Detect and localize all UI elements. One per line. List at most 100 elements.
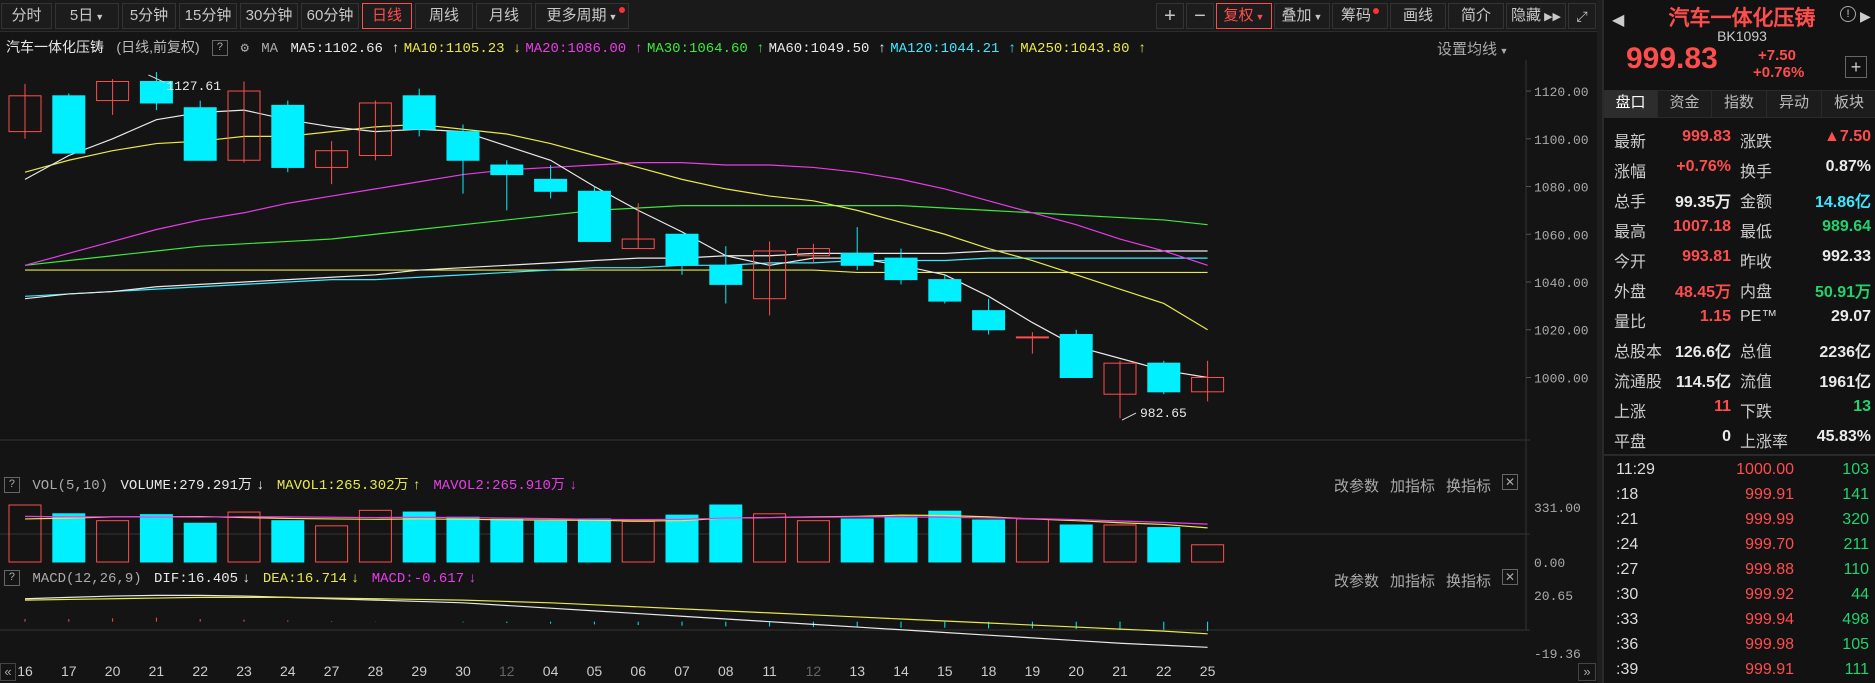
- tab-zijin[interactable]: 资金: [1658, 90, 1712, 118]
- yincang-button[interactable]: 隐藏 ▶▶: [1506, 3, 1566, 29]
- vol-add-indicator-button[interactable]: 加指标: [1390, 478, 1436, 495]
- ma120-line: [24, 257, 1208, 297]
- stat-value: 114.5亿: [1675, 374, 1731, 391]
- tick-row: :21 999.99 320: [1604, 508, 1875, 533]
- macd-legend: ? MACD(12,26,9) DIF:16.405 ↓ DEA:16.714 ↓ …: [4, 570, 481, 587]
- candle-body: [928, 279, 962, 302]
- volume-bar: [534, 520, 568, 563]
- tab-pankou[interactable]: 盘口: [1604, 90, 1658, 118]
- help-icon[interactable]: ?: [4, 477, 20, 494]
- chevron-down-icon: ▼: [1497, 46, 1509, 56]
- candle-body: [577, 190, 611, 242]
- tab-15min[interactable]: 15分钟: [179, 3, 237, 29]
- tick-volume: 103: [1842, 461, 1869, 478]
- tick-volume: 44: [1851, 586, 1869, 603]
- low-marker: [1121, 412, 1137, 421]
- tab-more-periods[interactable]: 更多周期 ▼: [535, 3, 629, 29]
- macd-dif-arrow: ↓: [242, 570, 251, 587]
- mavol2-line: [24, 515, 1208, 525]
- ma-legend-item: MA60:1049.50 ↑: [768, 41, 887, 57]
- tick-time: 11:29: [1616, 461, 1655, 478]
- volume-bar: [928, 510, 962, 563]
- x-tick-label: 04: [543, 663, 559, 679]
- tab-daily[interactable]: 日线: [362, 3, 412, 29]
- macd-params-button[interactable]: 改参数: [1334, 573, 1380, 590]
- kline-chart[interactable]: 1120.00 1100.00 1080.00 1060.00 1040.00 1020.…: [0, 32, 1599, 683]
- settings-gear-icon[interactable]: ⚙: [240, 41, 249, 57]
- x-tick-label: 12: [499, 663, 515, 679]
- main-legend: 汽车一体化压铸 (日线,前复权) ? ⚙ MA MA5:1102.66 ↑ MA1…: [6, 37, 1154, 57]
- forward-icon[interactable]: ▶: [1860, 8, 1871, 24]
- volume-bar: [402, 511, 436, 563]
- x-tick-label: 28: [368, 663, 384, 679]
- stat-value: 48.45万: [1674, 284, 1731, 301]
- tab-5min[interactable]: 5分钟: [122, 3, 176, 29]
- tab-monthly[interactable]: 月线: [476, 3, 532, 29]
- x-tick-label: 16: [17, 663, 33, 679]
- chevron-down-icon: ▼: [1255, 12, 1265, 22]
- fuquan-button[interactable]: 复权 ▼: [1216, 3, 1272, 29]
- tick-price: 999.98: [1745, 636, 1794, 653]
- volume-bar: [1059, 524, 1093, 563]
- vol-tick-label: 331.00: [1534, 501, 1581, 516]
- tick-time: :18: [1616, 486, 1639, 503]
- volume-bar: [709, 504, 743, 563]
- vol-params-button[interactable]: 改参数: [1334, 478, 1380, 495]
- huaxian-button[interactable]: 画线: [1390, 3, 1446, 29]
- help-icon[interactable]: ?: [212, 40, 229, 57]
- chouma-button[interactable]: 筹码: [1332, 3, 1388, 29]
- volume-bar: [884, 516, 918, 563]
- volume-bar: [621, 521, 655, 563]
- stat-label: 涨跌: [1740, 134, 1773, 151]
- ma-settings-button[interactable]: 设置均线 ▼: [1437, 38, 1508, 59]
- tab-5day[interactable]: 5日 ▼: [55, 3, 119, 29]
- ma-legend-item: MA5:1102.66 ↑: [290, 41, 400, 57]
- chart-area: 汽车一体化压铸 (日线,前复权) ? ⚙ MA MA5:1102.66 ↑ MA1…: [0, 32, 1599, 683]
- candle-body: [402, 95, 436, 130]
- tab-30min[interactable]: 30分钟: [240, 3, 298, 29]
- tab-60min[interactable]: 60分钟: [301, 3, 359, 29]
- macd-dif: DIF:16.405: [154, 570, 239, 587]
- back-icon[interactable]: ◀: [1612, 12, 1625, 29]
- zoom-in-button[interactable]: +: [1156, 3, 1184, 29]
- y-tick-label: 1080.00: [1534, 181, 1589, 196]
- vol-close-icon[interactable]: ✕: [1502, 474, 1518, 490]
- info-icon[interactable]: !: [1840, 6, 1856, 22]
- candle-body: [227, 90, 261, 161]
- tick-volume: 498: [1842, 611, 1869, 628]
- tab-yidong[interactable]: 异动: [1767, 90, 1822, 118]
- ma10-line: [24, 123, 1208, 331]
- tick-row: :27 999.88 110: [1604, 558, 1875, 583]
- y-tick-label: 1060.00: [1534, 228, 1589, 243]
- vol-switch-indicator-button[interactable]: 换指标: [1446, 478, 1492, 495]
- tab-weekly[interactable]: 周线: [415, 3, 473, 29]
- y-tick-label: 1000.00: [1534, 371, 1589, 386]
- volume-bar: [139, 514, 173, 563]
- diejia-button[interactable]: 叠加 ▼: [1274, 3, 1330, 29]
- macd-add-indicator-button[interactable]: 加指标: [1390, 573, 1436, 590]
- x-tick-label: 21: [149, 663, 165, 679]
- candle-body: [534, 178, 568, 192]
- add-watchlist-button[interactable]: +: [1845, 56, 1867, 78]
- help-icon[interactable]: ?: [4, 570, 20, 586]
- stat-row: 最新 999.83 涨跌 ▲7.50: [1604, 124, 1875, 154]
- candle-body: [796, 248, 830, 257]
- scroll-right-icon[interactable]: »: [1578, 663, 1596, 681]
- tab-bankuai[interactable]: 板块: [1822, 90, 1875, 118]
- macd-close-icon[interactable]: ✕: [1502, 569, 1518, 585]
- tick-time: :24: [1616, 536, 1639, 553]
- zoom-out-button[interactable]: −: [1186, 3, 1214, 29]
- volume-bar: [577, 518, 611, 563]
- scroll-left-icon[interactable]: «: [0, 663, 16, 681]
- double-chevron-right-icon: ▶▶: [1541, 11, 1561, 23]
- macd-tick-label: -19.36: [1534, 647, 1581, 662]
- macd-switch-indicator-button[interactable]: 换指标: [1446, 573, 1492, 590]
- fullscreen-button[interactable]: ⤢: [1568, 3, 1596, 29]
- tab-zhishu[interactable]: 指数: [1712, 90, 1767, 118]
- stat-row: 总手 99.35万 金额 14.86亿: [1604, 184, 1875, 214]
- stat-value: 0.87%: [1825, 158, 1871, 175]
- panel-divider[interactable]: [1597, 0, 1602, 683]
- jianjie-button[interactable]: 简介: [1448, 3, 1504, 29]
- candle-body: [183, 107, 217, 161]
- tab-fenshi[interactable]: 分时: [1, 3, 52, 29]
